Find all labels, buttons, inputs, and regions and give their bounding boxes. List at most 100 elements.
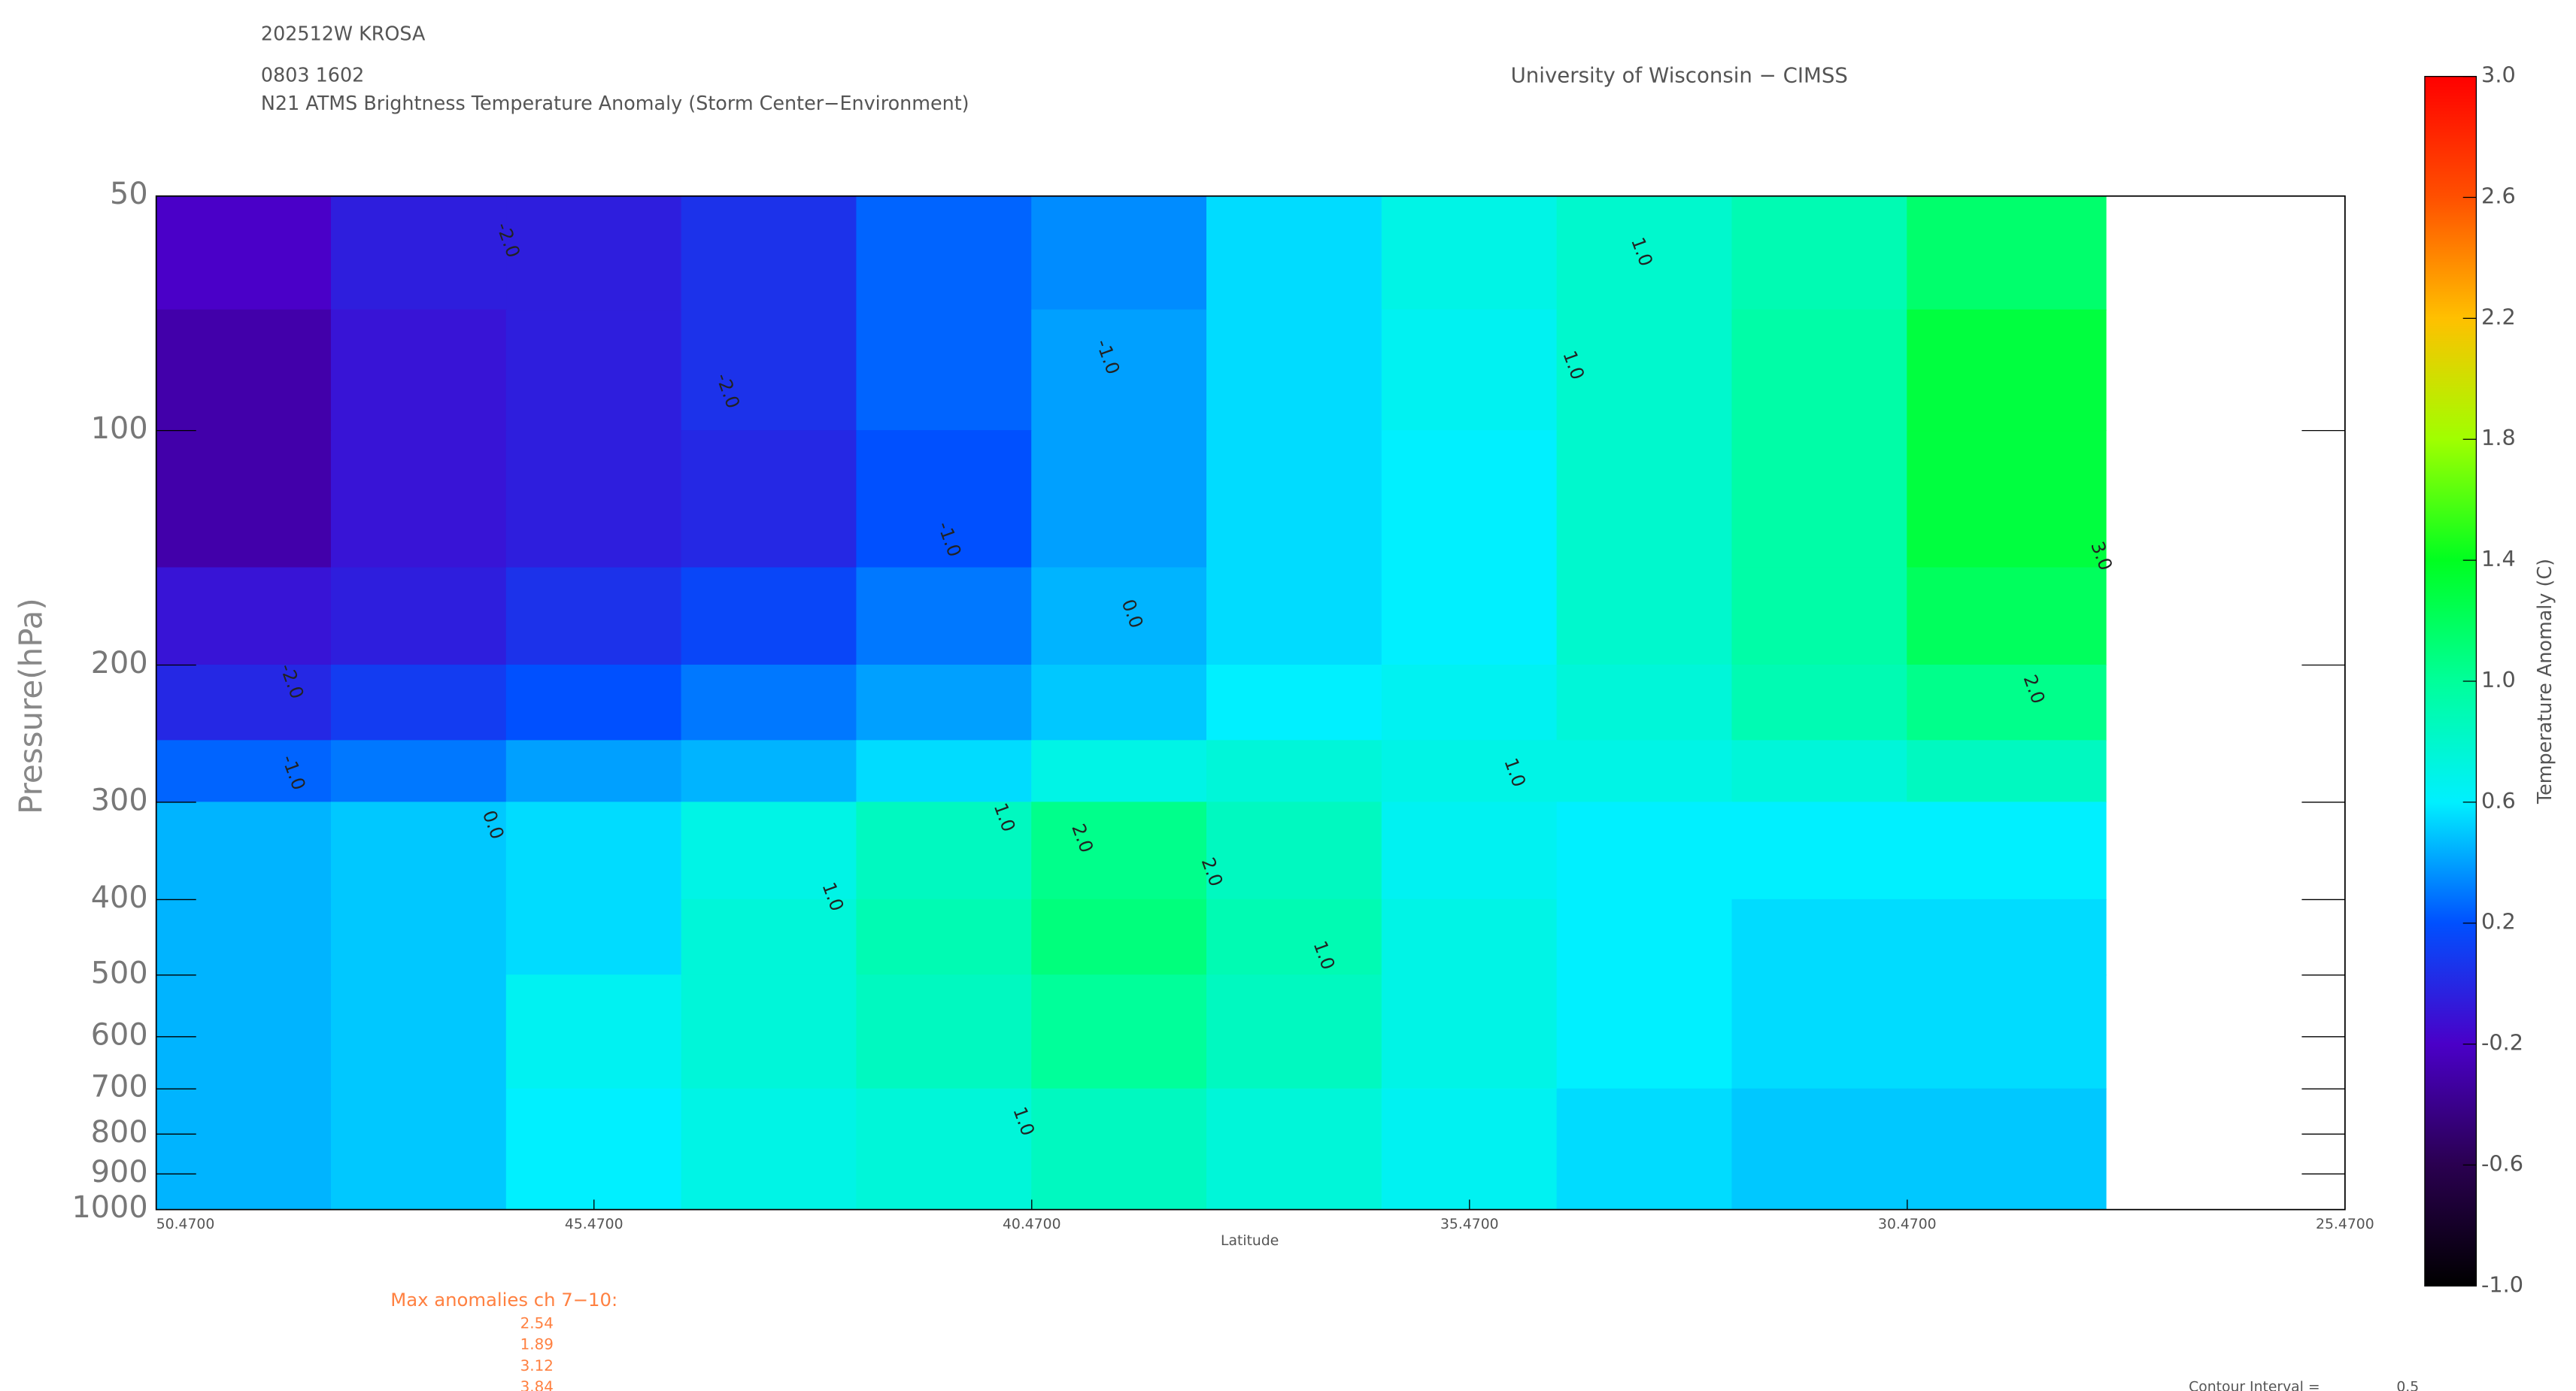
cell [156,899,332,976]
cell [330,899,507,976]
colorbar-tick-label: -0.6 [2481,1150,2523,1176]
cell [1381,567,1558,666]
y-axis-label: Pressure(hPa) [13,598,50,814]
cell [1031,802,1208,900]
title: 202512W KROSA [261,22,426,44]
cell [505,309,682,432]
max-anomalies-title: Max anomalies ch 7−10: [390,1289,617,1311]
cell [1731,567,1908,666]
colorbar-tick-label: 3.0 [2481,62,2516,88]
colorbar-tick-label: -1.0 [2481,1271,2523,1297]
contour-interval-label: Contour Interval = [2189,1380,2320,1391]
y-tick-label: 500 [91,956,148,990]
cell [681,802,857,900]
cell [1381,740,1558,803]
cell [681,195,857,311]
cell [156,1088,332,1211]
contour-interval-value: 0.5 [2396,1380,2419,1391]
cell [330,430,507,568]
cell [1907,309,2107,432]
cell [1907,1088,2107,1211]
cell [1556,567,1733,666]
cell [1731,664,1908,741]
cell [1556,430,1733,568]
colorbar-tick-label: 2.6 [2481,183,2516,209]
cell [1907,195,2107,311]
cell [681,740,857,803]
subtitle: N21 ATMS Brightness Temperature Anomaly … [261,92,969,114]
cell [1907,974,2107,1089]
cell [330,974,507,1089]
y-tick-label: 900 [91,1155,148,1189]
cell [1556,1088,1733,1211]
source: University of Wisconsin − CIMSS [1511,63,1848,88]
plot-frame [155,195,2346,1211]
cell [856,664,1033,741]
y-tick-label: 700 [91,1070,148,1105]
x-tick-label: 45.4700 [565,1217,624,1232]
cell [1731,430,1908,568]
cell [1731,195,1908,311]
cell [856,1088,1033,1211]
cell [1731,802,1908,900]
cell [330,567,507,666]
cell [330,802,507,900]
cell [1206,309,1382,432]
cell [1031,664,1208,741]
x-tick-label: 50.4700 [156,1217,215,1232]
cell [1031,740,1208,803]
cell [681,974,857,1089]
y-tick-label: 600 [91,1017,148,1052]
cell [856,974,1033,1089]
cell [1381,1088,1558,1211]
colorbar-tick-label: 2.2 [2481,304,2516,329]
cell [856,802,1033,900]
cell [1206,195,1382,311]
cell [505,740,682,803]
cell [1731,309,1908,432]
cell [1206,1088,1382,1211]
cell [1031,899,1208,976]
cell [505,974,682,1089]
y-tick-label: 1000 [71,1190,147,1225]
cell [1031,1088,1208,1211]
cell [1206,974,1382,1089]
cell [681,1088,857,1211]
cell [330,664,507,741]
y-tick-label: 50 [110,177,148,211]
cell [1381,309,1558,432]
cell [1206,740,1382,803]
cell [1031,974,1208,1089]
max-anomaly: 3.12 [520,1357,554,1374]
cell [505,567,682,666]
cell [156,195,332,311]
cell [681,430,857,568]
max-anomaly: 3.84 [520,1378,554,1391]
y-tick-label: 400 [91,880,148,915]
cell [681,664,857,741]
cell [156,664,332,741]
cell [156,430,332,568]
x-tick-label: 30.4700 [1878,1217,1937,1232]
y-tick-label: 200 [91,646,148,680]
y-tick-label: 800 [91,1115,148,1150]
cell [1907,802,2107,900]
colorbar-tick-label: -0.2 [2481,1030,2523,1056]
cell [856,309,1033,432]
cell [1907,567,2107,666]
cell [1206,430,1382,568]
cell [330,1088,507,1211]
cell [1381,664,1558,741]
cell [1031,309,1208,432]
cell [856,430,1033,568]
cell [505,664,682,741]
cell [856,740,1033,803]
cell [1556,899,1733,976]
cell [1731,1088,1908,1211]
x-axis-label: Latitude [1221,1233,1279,1249]
y-tick-label: 100 [91,411,148,446]
cell [330,309,507,432]
cell [505,802,682,900]
